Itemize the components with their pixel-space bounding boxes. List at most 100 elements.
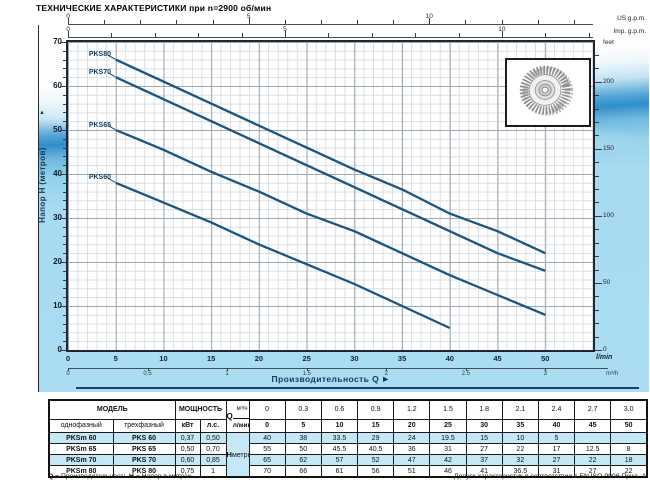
head-axis-tick [63,191,66,193]
feet-axis-tick [595,81,602,83]
x-axis-title-text: Производительность Q [271,374,380,384]
head-axis-tick [63,244,66,246]
table-row-pks-65: PKSm 65 PKS 65 0,50 0,70 55 50 45.5 40.5 36 31 27 2… [48,443,648,455]
feet-axis-tick [595,175,599,177]
h-unit: метры [231,452,248,459]
table-q-lmin-value: 30 [465,418,503,434]
us-gpm-tick [140,20,142,24]
table-q-m3h-value: 0.3 [284,399,322,420]
model-three-phase: PKS 80 [112,465,176,478]
head-axis-tick-label: 60 [53,81,62,90]
imp-gpm-tick-label: 5 [283,26,287,33]
head-axis-tick [63,147,66,149]
impeller-image [519,65,574,116]
table-q-m3h-value: 0.6 [320,399,359,420]
curve-pks65 [115,128,546,316]
power-kw: 0,37 [174,432,201,444]
m3h-axis-tick [227,368,229,371]
q-symbol: Q [226,412,233,421]
m3h-axis-tick [147,368,149,371]
model-three-phase: PKS 65 [112,443,176,455]
head-value: 42 [429,454,467,466]
imp-gpm-tick-label: 0 [66,26,70,33]
head-axis-tick [63,156,66,158]
us-gpm-axis-line [68,24,593,25]
table-h-metres-label: Нметры [225,432,250,478]
us-gpm-tick [68,18,69,24]
imp-gpm-tick [501,31,503,37]
head-axis-tick [60,42,66,43]
curve-label-connector [107,72,116,78]
q-m3h-label: м³/ч [236,406,248,412]
feet-axis-tick-label: 0 [603,346,607,353]
feet-axis-tick-label: 150 [603,144,614,152]
head-value: 22 [574,454,612,466]
us-gpm-tick [176,20,178,24]
feet-axis-tick [595,108,599,110]
head-axis-tick [60,86,66,87]
table-q-m3h-value: 1.5 [429,399,467,420]
curve-pks70 [115,76,546,272]
curve-label-pks80: PKS80 [88,51,111,59]
feet-axis-tick [595,282,602,284]
lmin-axis-tick-label: 35 [397,354,407,363]
table-header-hp: л.с. [199,418,227,434]
head-axis-tick-label: 10 [53,301,62,310]
imp-gpm-tick [328,33,330,37]
head-value: 27 [574,465,612,478]
feet-axis-tick [595,323,599,325]
head-axis-tick [63,253,66,255]
curve-label-connector [107,125,116,130]
power-kw: 0,75 [174,465,201,478]
head-axis-tick [63,209,66,211]
feet-axis-unit: feet [603,39,614,46]
chart-plot-area: PKS80 PKS70 PKS65 PKS60 [66,40,595,352]
feet-axis-tick [595,68,599,70]
model-single-phase: PKSm 65 [48,443,114,455]
imp-gpm-tick-label: 10 [498,26,506,33]
feet-axis-tick [595,269,599,271]
head-axis-tick [63,50,66,52]
feet-axis-tick [595,215,602,217]
m3h-axis-tick [545,368,547,371]
imp-gpm-tick [588,33,590,37]
head-axis-tick [63,138,66,140]
head-value: 18 [610,454,648,466]
lmin-axis-tick-label: 50 [541,354,550,363]
head-value: 52 [357,454,395,466]
curve-label-connector [107,177,116,183]
legend-q-text: = Производительность [53,473,129,480]
feet-axis-tick [595,229,599,231]
head-axis-tick [63,279,66,281]
feet-axis-tick [595,189,599,191]
head-axis-tick-label: 40 [53,169,62,178]
head-value: 50 [284,443,322,455]
x-axis-title: Производительность Q ▶ [190,374,470,384]
curve-label-pks60: PKS60 [88,174,111,182]
m3h-axis-tick-label: 3 [543,371,547,377]
us-gpm-axis-unit: US g.p.m. [617,15,646,22]
head-value: 62 [284,454,322,466]
curve-label-pks65: PKS65 [88,121,111,129]
head-axis-tick [63,297,66,299]
head-axis-tick [60,130,66,131]
feet-axis-tick [595,350,602,351]
head-axis-tick [63,103,66,105]
head-axis-tick [63,165,66,167]
lmin-axis-tick-label: 40 [445,354,454,363]
legend-h-symbol: Н [128,473,134,480]
legend-q-symbol: Q [48,473,54,480]
table-q-m3h-value: 2.7 [574,399,612,420]
head-value: 36 [393,443,431,455]
us-gpm-tick [104,20,106,24]
tolerance-note: Допуск характеристик в соответствии с EN… [453,473,648,480]
head-value: 22 [610,465,648,478]
table-q-m3h-value: 0 [248,399,286,420]
lmin-axis-tick-label: 0 [65,354,71,363]
head-axis-tick [63,226,66,228]
lmin-axis-tick-label: 10 [159,354,168,363]
bottom-divider-line [76,387,639,389]
model-three-phase: PKS 60 [112,432,176,444]
head-value: 32 [501,454,539,466]
